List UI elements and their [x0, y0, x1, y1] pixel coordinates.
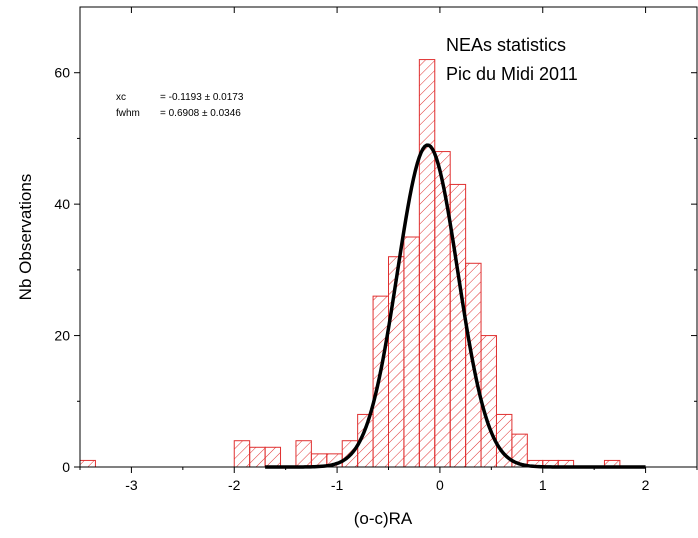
fit-param-xc-name: xc	[116, 92, 126, 103]
gaussian-fit-curve	[265, 143, 646, 469]
x-tick-label: -3	[125, 477, 138, 493]
histogram-bar	[434, 151, 451, 468]
histogram-bar	[249, 446, 266, 468]
chart-title-line-2: Pic du Midi 2011	[446, 64, 578, 84]
x-axis-title: (o-c)RA	[354, 509, 413, 528]
y-axis-title: Nb Observations	[16, 174, 35, 301]
histogram-bar	[233, 440, 251, 468]
fit-param-fwhm-value: = 0.6908 ± 0.0346	[160, 108, 241, 119]
y-tick-label: 40	[54, 196, 70, 212]
y-tick-label: 60	[54, 65, 70, 81]
histogram-bar	[79, 459, 96, 468]
bars-layer	[79, 59, 621, 468]
histogram-bar	[418, 59, 436, 468]
histogram-bar	[264, 446, 282, 468]
chart-title-line-1: NEAs statistics	[446, 35, 566, 55]
x-tick-label: 2	[642, 477, 650, 493]
x-tick-label: 1	[539, 477, 547, 493]
x-tick-label: 0	[436, 477, 444, 493]
y-tick-label: 0	[62, 459, 70, 475]
histogram-bar	[480, 335, 497, 468]
y-tick-label: 20	[54, 328, 70, 344]
histogram-bar	[403, 236, 420, 468]
x-tick-label: -1	[331, 477, 344, 493]
fit-param-xc-value: = -0.1193 ± 0.0173	[160, 92, 244, 103]
x-tick-label: -2	[228, 477, 241, 493]
fit-param-fwhm-name: fwhm	[116, 108, 140, 119]
histogram-bar	[295, 440, 312, 468]
histogram-bar	[372, 295, 390, 468]
histogram-bar	[449, 183, 467, 468]
